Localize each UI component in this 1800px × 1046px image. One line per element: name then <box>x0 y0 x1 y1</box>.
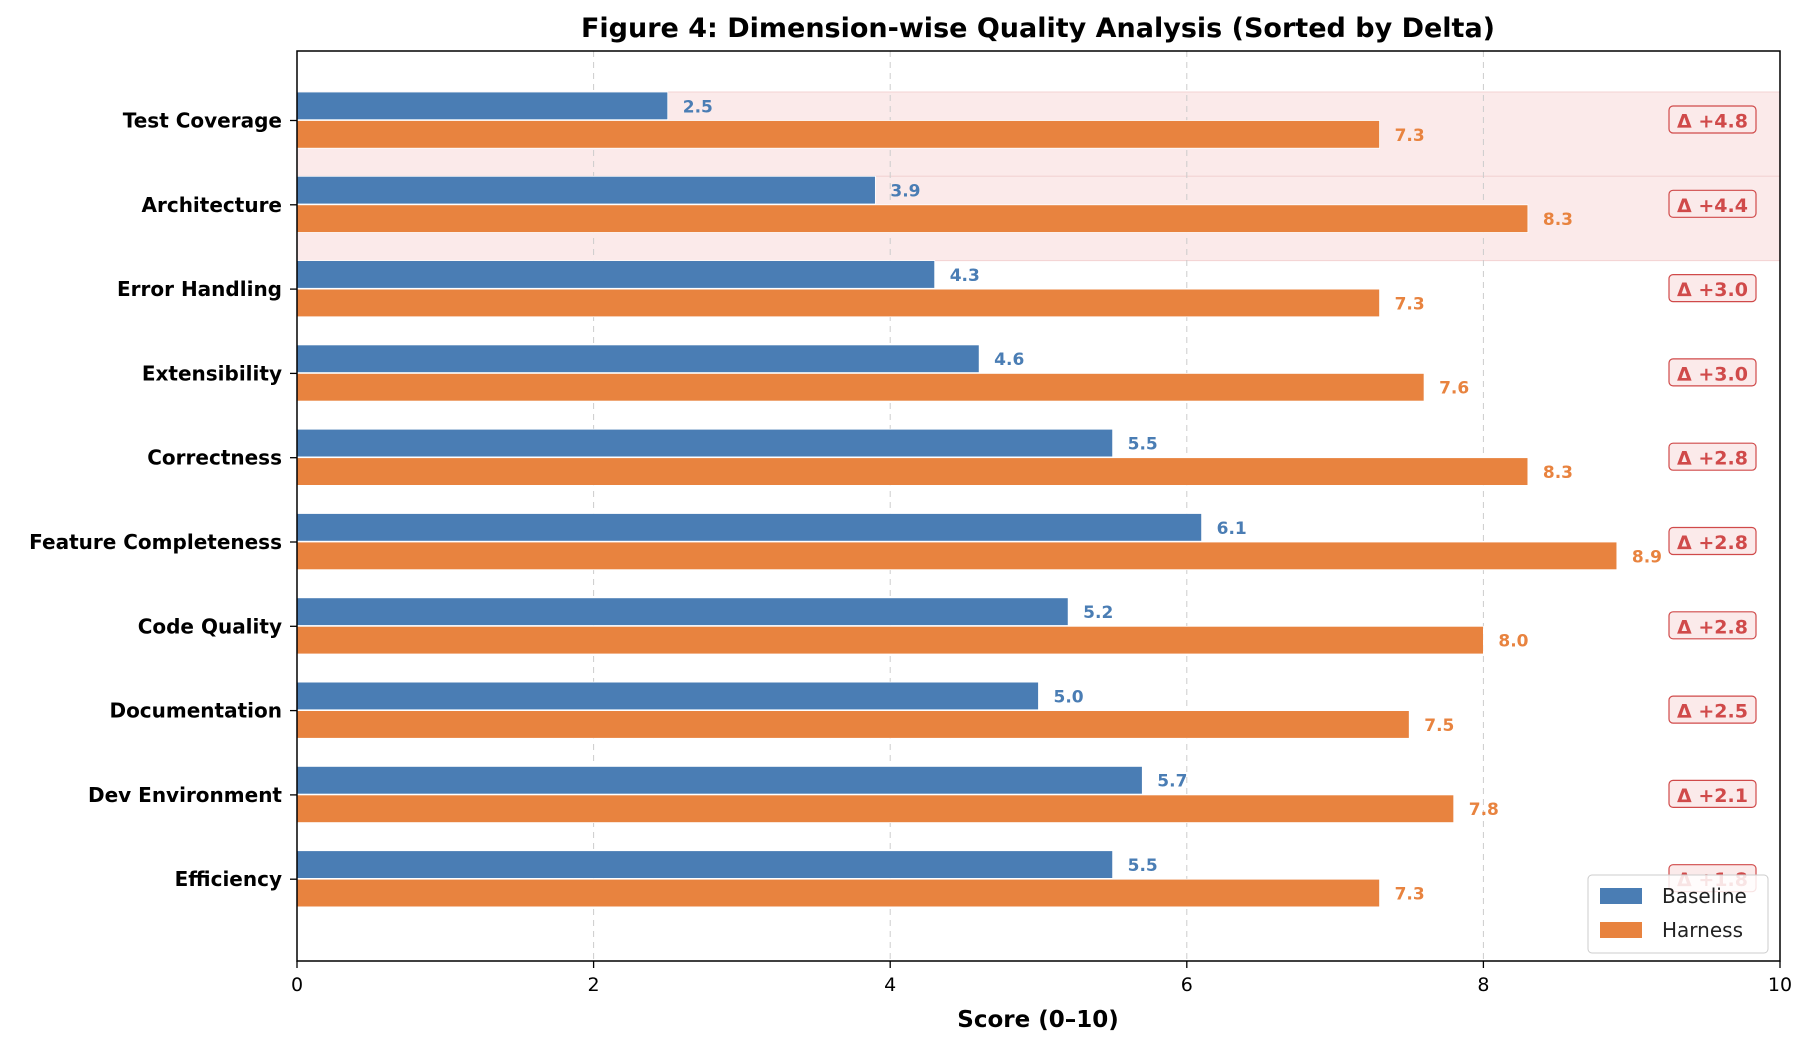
plot-frame <box>296 50 1781 962</box>
bar-baseline <box>296 513 1203 542</box>
legend-swatch-baseline <box>1600 888 1642 904</box>
delta-annotation: Δ +2.8 <box>1668 526 1757 556</box>
x-tick-label: 8 <box>1477 974 1489 996</box>
bar-baseline <box>296 766 1143 795</box>
bar-harness <box>296 625 1484 655</box>
bar-harness <box>296 204 1529 233</box>
y-tick-label: Code Quality <box>138 614 282 638</box>
delta-label: Δ +3.0 <box>1677 363 1748 385</box>
value-label-baseline: 4.3 <box>950 266 980 286</box>
value-label-baseline: 5.0 <box>1054 687 1084 707</box>
chart-title: Figure 4: Dimension-wise Quality Analysi… <box>581 13 1495 44</box>
x-tick-label: 2 <box>588 974 600 996</box>
delta-annotation: Δ +4.4 <box>1668 189 1757 218</box>
delta-badge <box>1668 189 1757 218</box>
y-tick-label: Correctness <box>147 446 282 470</box>
x-tick-label: 10 <box>1768 974 1792 996</box>
bar-harness <box>296 372 1425 402</box>
bar-baseline <box>296 175 876 205</box>
bar-baseline <box>296 428 1114 458</box>
x-tick-label: 6 <box>1181 974 1193 996</box>
value-label-baseline: 6.1 <box>1217 519 1247 539</box>
bar-baseline <box>296 260 936 289</box>
y-tick-label: Test Coverage <box>123 109 282 133</box>
delta-annotation: Δ +4.8 <box>1668 105 1757 134</box>
value-label-harness: 8.3 <box>1543 463 1573 483</box>
y-tick-label: Architecture <box>142 193 283 217</box>
legend-label-baseline: Baseline <box>1662 884 1747 908</box>
delta-annotation: Δ +2.5 <box>1668 695 1757 724</box>
bar-baseline <box>296 344 980 373</box>
delta-badge <box>1668 611 1757 640</box>
delta-label: Δ +2.1 <box>1677 785 1748 807</box>
y-tick-label: Error Handling <box>117 277 282 301</box>
bar-baseline <box>296 681 1039 711</box>
delta-label: Δ +2.8 <box>1677 616 1748 638</box>
delta-label: Δ +2.8 <box>1677 532 1748 554</box>
y-tick-label: Feature Completeness <box>29 530 282 554</box>
legend-label-harness: Harness <box>1662 918 1743 942</box>
delta-label: Δ +3.0 <box>1677 279 1748 301</box>
value-label-baseline: 5.7 <box>1157 772 1187 792</box>
delta-badge <box>1668 442 1757 471</box>
bar-harness <box>296 878 1380 908</box>
value-label-baseline: 4.6 <box>994 350 1024 370</box>
legend-swatch-harness <box>1600 922 1642 938</box>
value-label-harness: 8.9 <box>1632 547 1662 567</box>
value-label-baseline: 5.5 <box>1128 434 1158 454</box>
value-label-harness: 7.3 <box>1395 294 1425 314</box>
delta-label: Δ +2.8 <box>1677 448 1748 470</box>
value-label-harness: 8.0 <box>1498 632 1528 652</box>
y-tick-label: Documentation <box>109 699 282 723</box>
bar-harness <box>296 794 1455 824</box>
delta-annotation: Δ +3.0 <box>1668 358 1757 387</box>
delta-badge <box>1668 526 1757 556</box>
bar-harness <box>296 710 1410 739</box>
value-label-harness: 7.8 <box>1469 800 1499 820</box>
value-label-harness: 8.3 <box>1543 210 1573 230</box>
value-label-baseline: 3.9 <box>890 182 920 202</box>
x-axis-label: Score (0–10) <box>957 1007 1118 1033</box>
value-label-baseline: 5.2 <box>1083 603 1113 623</box>
delta-badge <box>1668 274 1757 303</box>
y-tick-label: Extensibility <box>142 361 282 385</box>
delta-label: Δ +2.5 <box>1677 701 1748 723</box>
bar-harness <box>296 457 1529 486</box>
x-tick-label: 4 <box>884 974 896 996</box>
delta-badge <box>1668 105 1757 134</box>
value-label-harness: 7.5 <box>1424 716 1454 736</box>
delta-annotation: Δ +2.1 <box>1668 779 1757 809</box>
delta-label: Δ +4.8 <box>1677 111 1748 133</box>
delta-badge <box>1668 779 1757 809</box>
x-tick-label: 0 <box>291 974 303 996</box>
value-label-harness: 7.3 <box>1395 884 1425 904</box>
value-label-harness: 7.3 <box>1395 126 1425 146</box>
y-tick-label: Efficiency <box>175 867 282 891</box>
bar-baseline <box>296 91 669 121</box>
value-label-baseline: 5.5 <box>1128 856 1158 876</box>
delta-badge <box>1668 358 1757 387</box>
delta-annotation: Δ +2.8 <box>1668 442 1757 471</box>
value-label-harness: 7.6 <box>1439 379 1469 399</box>
bar-harness <box>296 120 1380 149</box>
delta-label: Δ +4.4 <box>1677 195 1748 217</box>
bar-harness <box>296 288 1380 318</box>
bar-harness <box>296 541 1618 571</box>
bar-baseline <box>296 850 1114 879</box>
legend: Baseline Harness <box>1587 874 1769 954</box>
value-label-baseline: 2.5 <box>683 97 713 117</box>
delta-annotation: Δ +2.8 <box>1668 611 1757 640</box>
delta-badge <box>1668 695 1757 724</box>
delta-annotation: Δ +3.0 <box>1668 274 1757 303</box>
bar-baseline <box>296 597 1069 626</box>
y-tick-label: Dev Environment <box>88 783 282 807</box>
